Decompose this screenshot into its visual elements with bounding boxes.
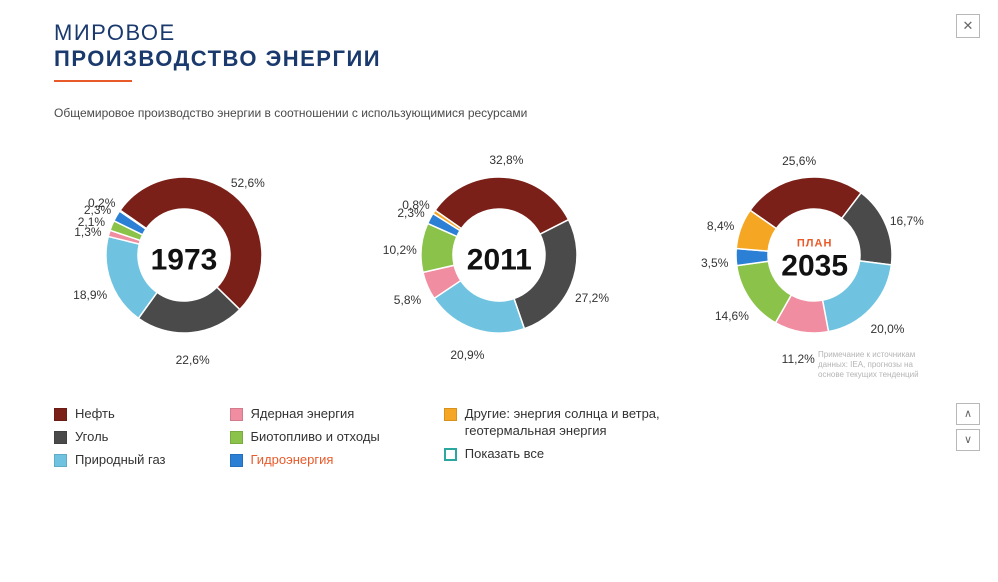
donut-chart-1973: 52,6%22,6%18,9%1,3%2,1%2,3%0,2%1973 [54, 128, 313, 378]
legend-label: Другие: энергия солнца и ветра, геотерма… [465, 406, 725, 440]
legend-swatch [230, 431, 243, 444]
legend-item-gas[interactable]: Природный газ [54, 452, 166, 469]
legend-item-bio[interactable]: Биотопливо и отходы [230, 429, 380, 446]
title-line-1: МИРОВОЕ [54, 20, 944, 46]
nav-buttons: ∧ ∨ [956, 403, 980, 451]
legend-item-other[interactable]: Другие: энергия солнца и ветра, геотерма… [444, 406, 725, 440]
legend-label: Показать все [465, 446, 544, 463]
legend-swatch [54, 408, 67, 421]
close-button[interactable]: ✕ [956, 14, 980, 38]
footnote: Примечание к источникам данных: IEA, про… [818, 350, 938, 381]
donut-center-label: 2011 [467, 244, 532, 276]
legend-item-nuclear[interactable]: Ядерная энергия [230, 406, 380, 423]
charts-row: 52,6%22,6%18,9%1,3%2,1%2,3%0,2%197332,8%… [54, 128, 944, 378]
legend-swatch [230, 454, 243, 467]
donut-center-label: ПЛАН2035 [781, 238, 848, 281]
donut-year-label: 2011 [467, 243, 532, 276]
page-title: МИРОВОЕ ПРОИЗВОДСТВО ЭНЕРГИИ [54, 20, 944, 82]
legend-label: Биотопливо и отходы [251, 429, 380, 446]
legend-col-2: Ядерная энергия Биотопливо и отходы Гидроэ… [230, 406, 380, 469]
legend-item-teal[interactable]: Показать все [444, 446, 725, 463]
donut-year-label: 1973 [151, 243, 218, 276]
legend-label: Ядерная энергия [251, 406, 355, 423]
donut-chart-2011: 32,8%27,2%20,9%5,8%10,2%2,3%0,8%2011 [369, 128, 628, 378]
donut-chart-2035: 25,6%16,7%20,0%11,2%14,6%3,5%8,4%ПЛАН203… [685, 128, 944, 378]
legend-item-hydro[interactable]: Гидроэнергия [230, 452, 380, 469]
legend-label: Нефть [75, 406, 115, 423]
title-underline [54, 80, 132, 82]
subtitle: Общемировое производство энергии в соотн… [54, 106, 944, 120]
title-line-2: ПРОИЗВОДСТВО ЭНЕРГИИ [54, 46, 944, 72]
legend-label: Уголь [75, 429, 108, 446]
legend-label: Гидроэнергия [251, 452, 334, 469]
legend-item-oil[interactable]: Нефть [54, 406, 166, 423]
legend-swatch [230, 408, 243, 421]
legend-swatch [444, 408, 457, 421]
nav-up-button[interactable]: ∧ [956, 403, 980, 425]
legend-item-coal[interactable]: Уголь [54, 429, 166, 446]
legend: Нефть Уголь Природный газ Ядерная энергия Б… [54, 406, 944, 469]
donut-center-label: 1973 [151, 244, 218, 276]
legend-swatch [444, 448, 457, 461]
legend-swatch [54, 431, 67, 444]
legend-swatch [54, 454, 67, 467]
legend-col-3: Другие: энергия солнца и ветра, геотерма… [444, 406, 725, 469]
nav-down-button[interactable]: ∨ [956, 429, 980, 451]
legend-col-1: Нефть Уголь Природный газ [54, 406, 166, 469]
donut-year-label: 2035 [781, 249, 848, 282]
legend-label: Природный газ [75, 452, 166, 469]
